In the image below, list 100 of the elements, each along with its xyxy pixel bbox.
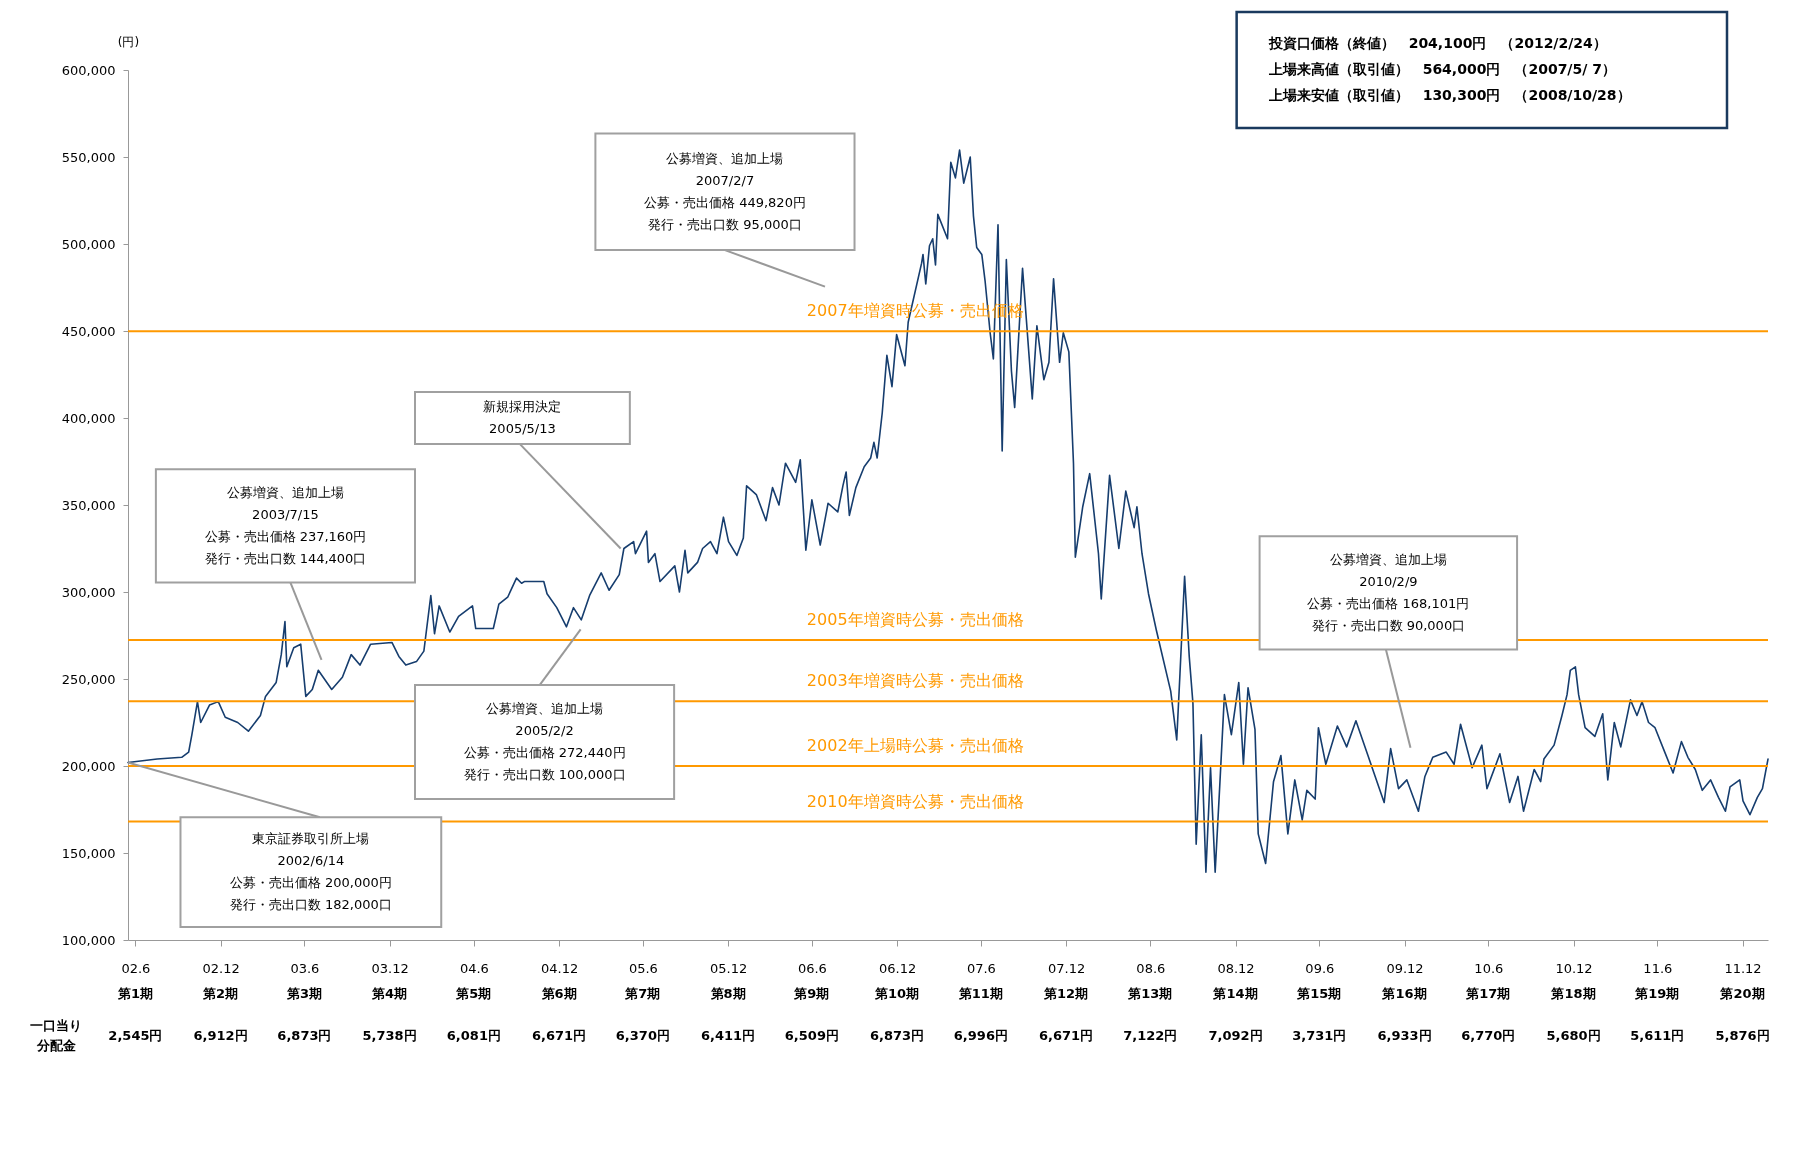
annotation: 発行・売出口数 95,000口 — [648, 216, 802, 232]
y-tick-label: 150,000 — [61, 845, 116, 861]
annotation: 公募・売出価格 200,000円 — [229, 875, 392, 891]
x-tick-label: 06.12 — [878, 960, 917, 976]
line-series — [127, 149, 1769, 873]
annotation: 東京証券取引所上場 — [252, 831, 370, 847]
text: 第13期 — [1127, 986, 1173, 1001]
text: 第17期 — [1465, 986, 1511, 1001]
text: 6,996円 — [953, 1028, 1008, 1043]
text: 第9期 — [793, 986, 830, 1001]
annotation: 2007/2/7 — [695, 172, 755, 188]
text: 第8期 — [709, 986, 746, 1001]
annotation: 発行・売出口数 90,000口 — [1311, 617, 1466, 633]
text: 6,509円 — [784, 1028, 839, 1043]
annotation: 新規採用決定 — [483, 399, 562, 414]
annotation: 2005/2/2 — [515, 723, 574, 739]
x-tick-label: 02.6 — [121, 960, 151, 976]
text: 6,873円 — [277, 1028, 332, 1043]
text: 2,545円 — [108, 1028, 163, 1043]
text: 6,770円 — [1461, 1028, 1516, 1043]
text: 7,122円 — [1123, 1028, 1178, 1043]
annotation: 2010/2/9 — [1359, 573, 1418, 589]
text: 第14期 — [1212, 986, 1258, 1001]
x-tick-label: 04.12 — [540, 960, 579, 976]
y-tick-label: 100,000 — [61, 932, 116, 948]
x-tick-label: 07.6 — [966, 960, 996, 976]
text: 第3期 — [285, 986, 322, 1001]
text: 分配金 — [35, 1038, 77, 1053]
text: 5,611円 — [1630, 1028, 1685, 1043]
y-tick-label: 400,000 — [61, 410, 116, 426]
x-tick-label: 09.12 — [1386, 960, 1424, 976]
text: 第11期 — [957, 986, 1003, 1001]
ref-line-label: 2003年増資時公募・売出価格 — [806, 671, 1024, 691]
annotation: 公募・売出価格 449,820円 — [644, 194, 806, 210]
x-tick-label: 05.12 — [709, 960, 748, 976]
text: 第15期 — [1296, 986, 1342, 1001]
annotation: 公募・売出価格 272,440円 — [463, 745, 626, 761]
annotation: 公募増資、追加上場 — [1329, 551, 1447, 567]
annotation: 発行・売出口数 182,000口 — [229, 897, 392, 913]
text: 7,092円 — [1208, 1028, 1263, 1043]
annotation: 発行・売出口数 144,400口 — [204, 550, 367, 566]
x-tick-label: 10.12 — [1555, 960, 1593, 976]
text: 6,873円 — [870, 1028, 925, 1043]
x-tick-label: 11.12 — [1724, 960, 1762, 976]
annotation: 公募増資、追加上場 — [666, 150, 784, 166]
text: 第19期 — [1634, 986, 1680, 1001]
x-tick-label: 02.12 — [202, 960, 240, 976]
x-tick-label: 10.6 — [1474, 960, 1504, 976]
annotation: 公募増資、追加上場 — [486, 701, 604, 717]
text: 6,081円 — [446, 1028, 501, 1043]
text: 投資口価格（終値） 204,100円 （2012/2/24） — [1267, 35, 1607, 51]
annotation: 公募・売出価格 168,101円 — [1307, 595, 1470, 611]
x-tick-label: 11.6 — [1643, 960, 1673, 976]
text: 6,370円 — [615, 1028, 670, 1043]
y-tick-label: 600,000 — [61, 62, 116, 78]
y-tick-label: 450,000 — [61, 323, 116, 339]
ref-line-label: 2010年増資時公募・売出価格 — [806, 791, 1024, 811]
text: 第18期 — [1550, 986, 1596, 1001]
x-tick-label: 03.12 — [371, 960, 409, 976]
ref-line-label: 2005年増資時公募・売出価格 — [806, 609, 1024, 629]
annotation: 2003/7/15 — [252, 506, 319, 522]
x-tick-label: 06.6 — [797, 960, 827, 976]
text: 6,671円 — [1039, 1028, 1094, 1043]
text: 第16期 — [1381, 986, 1427, 1001]
text: 第6期 — [540, 986, 577, 1001]
text: 第1期 — [116, 986, 153, 1001]
text: 5,876円 — [1715, 1028, 1770, 1043]
y-tick-label: 550,000 — [61, 149, 116, 165]
x-tick-label: 03.6 — [290, 960, 320, 976]
text: 6,411円 — [701, 1028, 756, 1043]
annotation: 2002/6/14 — [277, 853, 345, 869]
ref-line-label: 2002年上場時公募・売出価格 — [806, 736, 1024, 755]
annotation: 2005/5/13 — [489, 421, 556, 436]
text: 第10期 — [874, 986, 920, 1001]
x-tick-label: 09.6 — [1305, 960, 1335, 976]
text: 第20期 — [1719, 986, 1765, 1001]
annotation: 上場来安値（取引値） 130,300円 （2008/10/28） — [1267, 87, 1631, 103]
text: 6,933円 — [1377, 1028, 1432, 1043]
x-tick-label: 08.12 — [1217, 960, 1255, 976]
text: 第12期 — [1043, 986, 1089, 1001]
text: 第5期 — [455, 986, 492, 1001]
y-tick-label: 250,000 — [61, 671, 116, 687]
y-tick-label: 500,000 — [61, 236, 116, 252]
text: 第2期 — [202, 986, 239, 1001]
text: 6,912円 — [193, 1028, 248, 1043]
x-tick-label: 05.6 — [628, 960, 658, 976]
text: 5,680円 — [1546, 1028, 1601, 1043]
text: 6,671円 — [532, 1028, 587, 1043]
y-axis-title: (円) — [117, 34, 140, 49]
text: 第4期 — [371, 986, 408, 1001]
x-tick-label: 07.12 — [1047, 960, 1086, 976]
annotation: 発行・売出口数 100,000口 — [463, 767, 626, 783]
text: 第7期 — [624, 986, 661, 1001]
x-tick-label: 04.6 — [459, 960, 489, 976]
y-tick-label: 300,000 — [61, 584, 116, 600]
annotation: 公募増資、追加上場 — [226, 484, 344, 500]
y-tick-label: 200,000 — [61, 758, 116, 774]
annotation: 上場来高値（取引値） 564,000円 （2007/5/ 7） — [1267, 61, 1616, 77]
text: 3,731円 — [1292, 1028, 1347, 1043]
y-tick-label: 350,000 — [61, 497, 116, 513]
